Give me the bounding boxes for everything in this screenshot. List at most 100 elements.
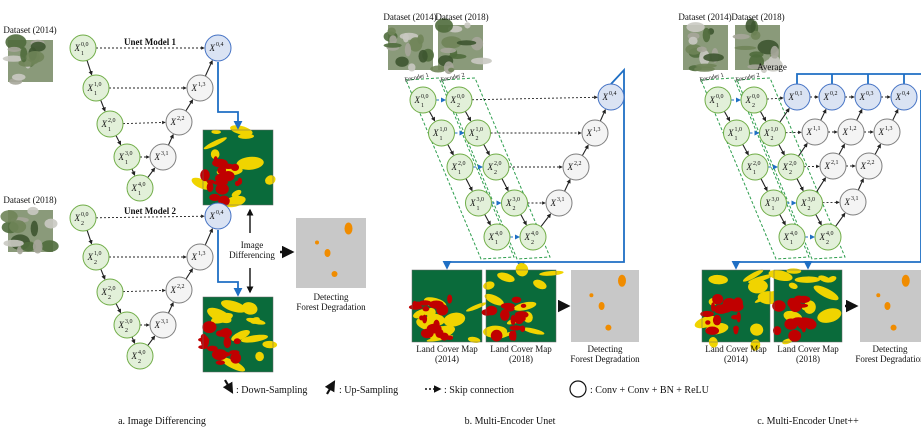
map-patch — [486, 306, 498, 316]
map-patch — [223, 336, 231, 348]
arrow — [761, 179, 767, 191]
satellite-patch — [384, 43, 402, 48]
map-patch — [436, 304, 448, 315]
dataset-label: Dataset (2014) — [678, 12, 731, 22]
change-map — [571, 270, 639, 342]
arrow — [816, 214, 822, 224]
satellite-patch — [688, 37, 697, 45]
change-patch — [589, 293, 593, 297]
arrow — [472, 97, 597, 99]
map-patch — [788, 330, 801, 342]
change-map — [860, 270, 921, 342]
node-base: X — [586, 128, 593, 138]
satellite-patch — [27, 207, 38, 215]
satellite-patch — [8, 47, 21, 52]
node-sub: 2 — [94, 260, 97, 266]
node-base: X — [154, 152, 161, 162]
map-label: (2018) — [509, 354, 533, 364]
satellite-patch — [395, 57, 408, 67]
arrow — [582, 145, 588, 155]
map-patch — [213, 156, 218, 166]
map-label: Land Cover Map — [777, 344, 839, 354]
node-sup: 2,0 — [458, 161, 466, 167]
map-patch — [231, 164, 239, 171]
satellite-patch — [686, 22, 704, 32]
arrow — [485, 214, 491, 224]
arrow — [225, 380, 232, 392]
map-patch — [200, 169, 210, 181]
node-base: X — [763, 128, 770, 138]
node-base: X — [87, 252, 94, 262]
arrow — [565, 180, 570, 192]
node-sup: 4,0 — [826, 231, 834, 237]
node-sub: 1 — [440, 136, 443, 142]
node-sup: 3,0 — [772, 197, 780, 203]
change-patch — [599, 302, 605, 310]
arrow — [186, 269, 193, 279]
map-patch — [521, 304, 526, 308]
arrow — [205, 61, 212, 76]
node-base: X — [745, 95, 752, 105]
arrow — [87, 60, 92, 74]
dataset-label: Dataset (2018) — [435, 12, 488, 22]
arrow — [779, 144, 785, 154]
node-sup: 2,0 — [108, 118, 116, 124]
node-sup: 0,4 — [902, 91, 910, 97]
change-patch — [605, 325, 611, 331]
encoder-label: Encoder 2 — [440, 73, 465, 84]
encoder-label: Encoder 1 — [699, 73, 724, 84]
map-patch — [700, 311, 714, 317]
node-sub: 2 — [138, 359, 141, 365]
panel-caption: c. Multi-Encoder Unet++ — [757, 416, 859, 427]
arrow — [327, 382, 334, 394]
node-base: X — [567, 162, 574, 172]
satellite-patch — [405, 43, 411, 56]
node-base: X — [74, 43, 81, 53]
node-sub: 1 — [790, 240, 793, 246]
map-patch — [230, 352, 241, 363]
arrow — [816, 178, 825, 192]
node-sup: 3,0 — [513, 197, 521, 203]
legend-text: : Skip connection — [444, 385, 514, 396]
node-sup: 0,0 — [81, 212, 89, 218]
node-base: X — [469, 198, 476, 208]
node-sub: 1 — [94, 91, 97, 97]
change-patch — [332, 271, 338, 277]
map-patch — [446, 336, 453, 340]
node-sup: 1,3 — [198, 251, 206, 257]
map-label: (2014) — [724, 354, 748, 364]
node-base: X — [74, 213, 81, 223]
map-patch — [705, 326, 719, 334]
dataset-label: Dataset (2018) — [3, 195, 56, 205]
arrow — [168, 135, 173, 145]
node-sup: 2,1 — [831, 160, 839, 166]
node-base: X — [524, 232, 531, 242]
satellite-patch — [3, 240, 23, 247]
map-patch — [207, 182, 214, 192]
node-sup: 1,0 — [94, 251, 102, 257]
arrow — [767, 98, 783, 99]
arrow — [465, 111, 470, 120]
operation-label: Differencing — [229, 250, 275, 260]
arrow — [218, 230, 238, 295]
node-sup: 0,0 — [752, 94, 760, 100]
node-sup: 3,0 — [808, 197, 816, 203]
satellite-patch — [418, 50, 427, 63]
node-sub: 2 — [789, 170, 792, 176]
node-sup: 1,1 — [813, 126, 821, 132]
satellite-patch — [12, 74, 26, 81]
node-sub: 1 — [753, 170, 756, 176]
satellite-patch — [403, 33, 409, 42]
result-label: Forest Degradation — [855, 354, 921, 364]
legend-text: : Down-Sampling — [236, 385, 307, 396]
arrow — [797, 179, 803, 191]
node-sup: 3,1 — [557, 197, 565, 203]
node-sub: 1 — [138, 191, 141, 197]
node-base: X — [118, 320, 125, 330]
arrow — [839, 144, 844, 154]
node-sup: 2,2 — [867, 160, 875, 166]
change-patch — [884, 302, 890, 310]
change-patch — [891, 325, 897, 331]
dataset-label: Dataset (2014) — [383, 12, 436, 22]
arrow — [123, 290, 165, 291]
